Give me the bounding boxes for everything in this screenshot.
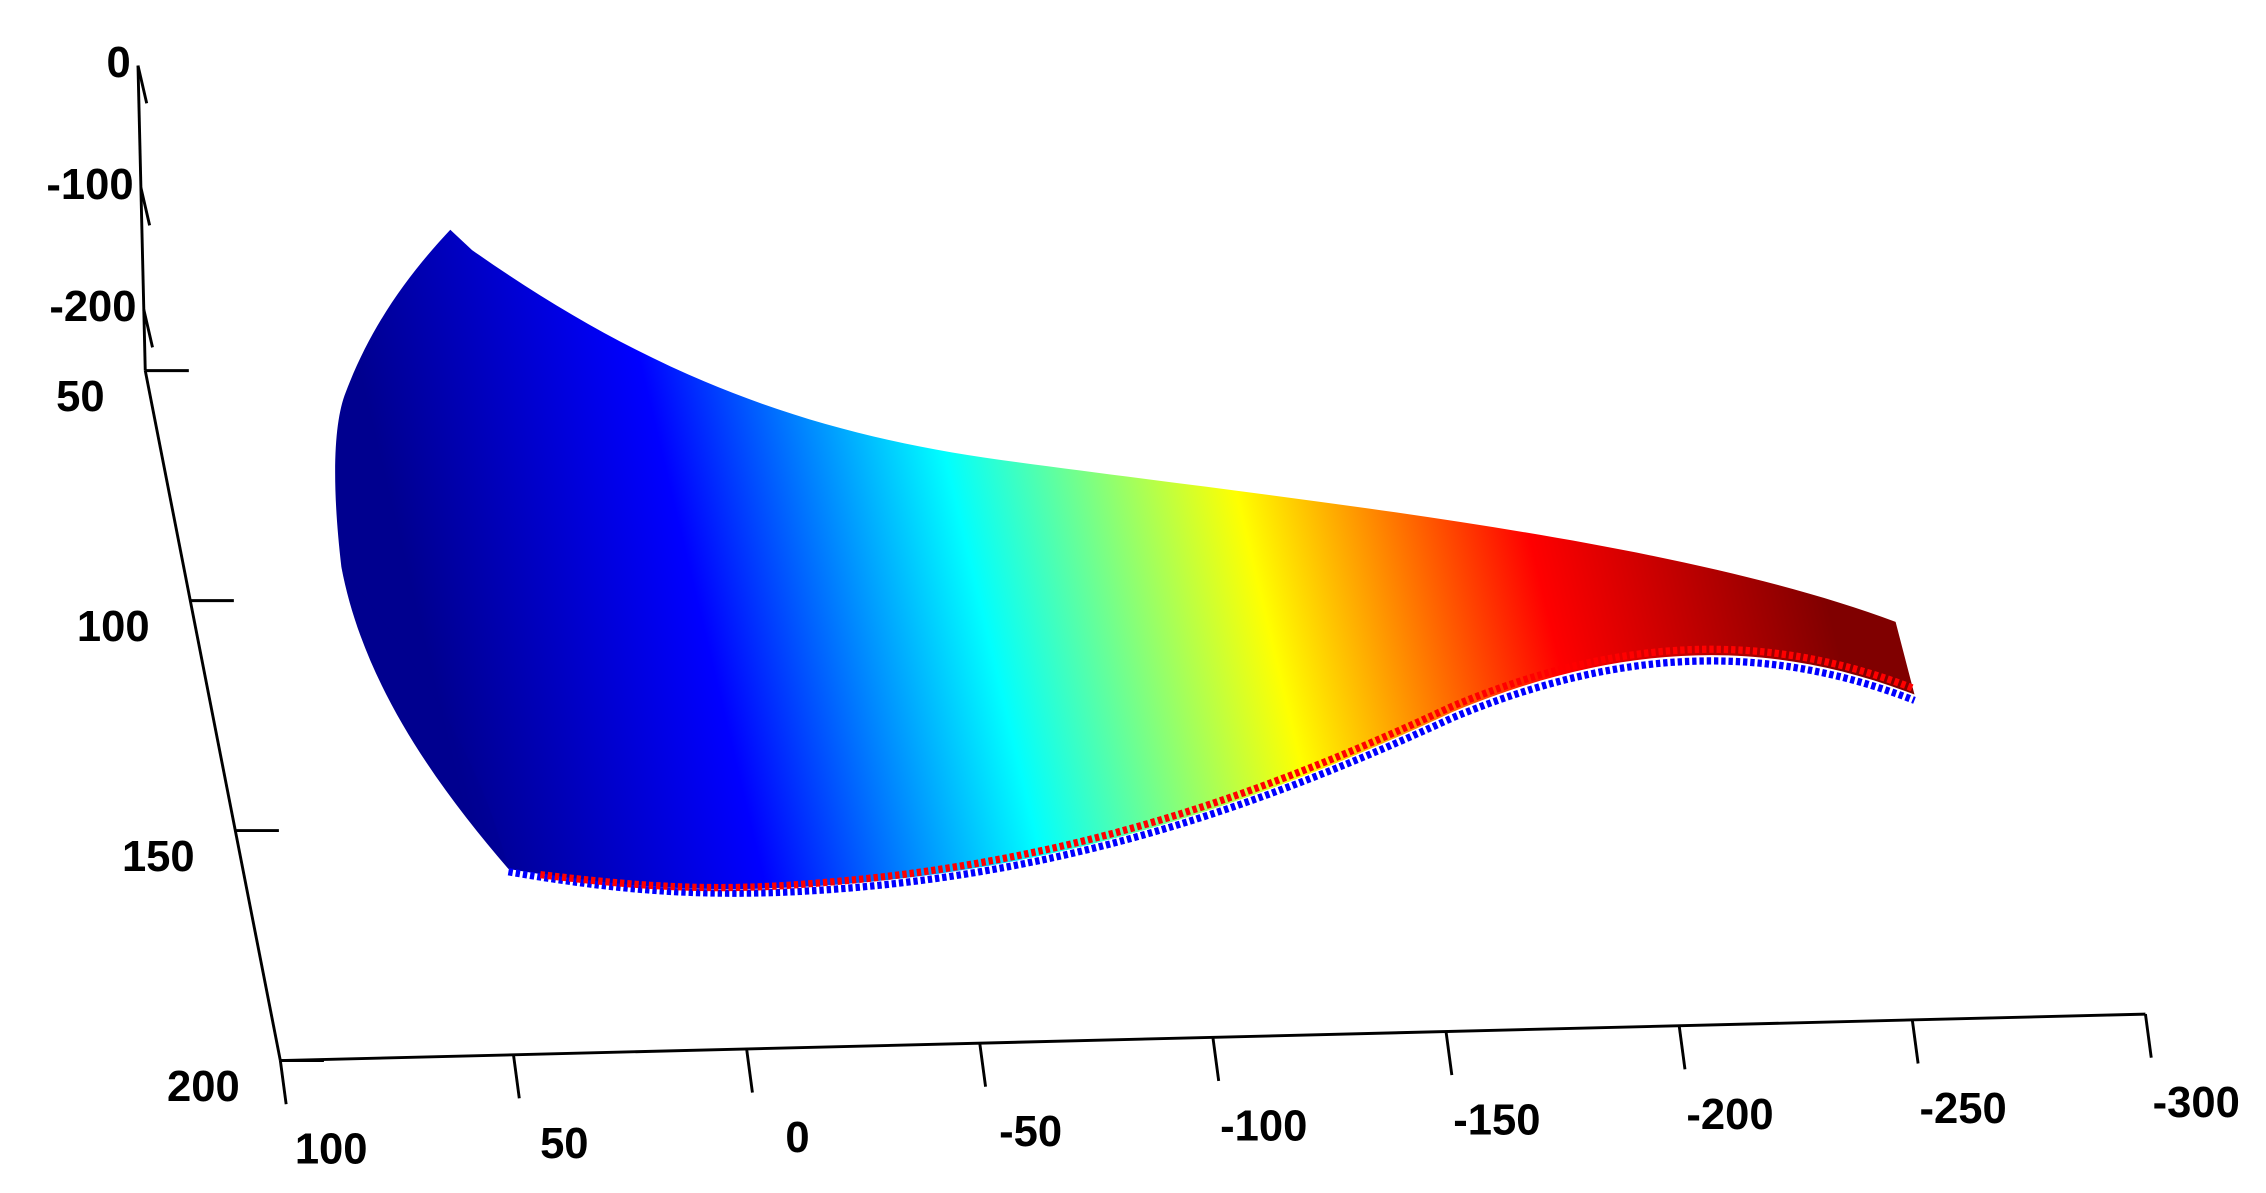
x-tick bbox=[1211, 1037, 1221, 1082]
x-tick bbox=[1677, 1025, 1687, 1070]
surface-shade bbox=[341, 566, 509, 869]
x-tick-label: 0 bbox=[785, 1114, 809, 1162]
x-tick-label: -100 bbox=[1220, 1102, 1307, 1150]
z-tick bbox=[139, 187, 152, 226]
x-tick-label: 100 bbox=[295, 1126, 368, 1174]
z-tick bbox=[142, 309, 154, 348]
x-tick bbox=[512, 1054, 521, 1099]
x-tick bbox=[278, 1060, 288, 1105]
x-tick-label: 50 bbox=[540, 1120, 588, 1168]
z-axis-line bbox=[136, 65, 147, 371]
x-tick bbox=[1444, 1031, 1454, 1076]
edge-stars-blue bbox=[507, 657, 1916, 897]
x-tick-label: -300 bbox=[2153, 1079, 2240, 1127]
axes bbox=[136, 65, 2146, 1063]
z-tick bbox=[136, 65, 149, 104]
z-tick-label: 0 bbox=[106, 39, 130, 87]
y-tick-label: 150 bbox=[122, 833, 195, 881]
edge-stars-red bbox=[539, 645, 1916, 892]
x-axis-line bbox=[280, 1012, 2146, 1063]
x-tick-label: -200 bbox=[1686, 1091, 1773, 1139]
x-tick bbox=[745, 1048, 754, 1093]
y-tick-label: 200 bbox=[167, 1063, 240, 1111]
surface bbox=[335, 229, 1915, 890]
y-tick-label: 50 bbox=[56, 373, 104, 421]
x-tick-label: -150 bbox=[1453, 1097, 1540, 1145]
x-tick bbox=[978, 1042, 988, 1087]
z-tick-label: -100 bbox=[46, 161, 133, 209]
z-tick-label: -200 bbox=[49, 283, 136, 331]
x-tick bbox=[2143, 1013, 2153, 1058]
x-tick-label: -250 bbox=[1920, 1085, 2007, 1133]
y-axis-line bbox=[143, 370, 282, 1061]
x-tick-label: -50 bbox=[999, 1108, 1062, 1156]
x-tick bbox=[1910, 1019, 1920, 1064]
y-tick-label: 100 bbox=[77, 603, 150, 651]
